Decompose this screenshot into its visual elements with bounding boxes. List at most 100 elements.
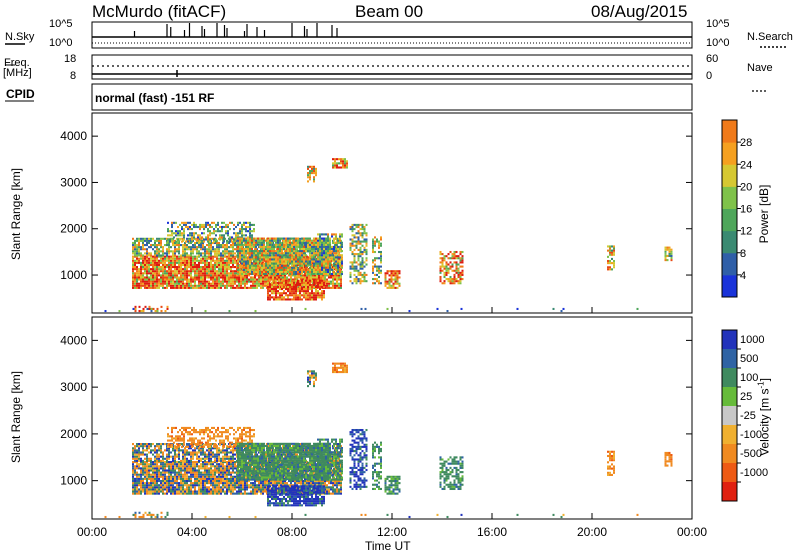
power-cell: [253, 272, 255, 276]
power-cell: [607, 255, 609, 258]
power-cell: [303, 292, 305, 295]
power-cell: [265, 272, 267, 276]
power-cell: [210, 278, 212, 281]
power-cell: [167, 230, 169, 233]
power-cell: [365, 242, 368, 245]
power-cell: [305, 266, 307, 269]
power-cell: [353, 255, 356, 258]
y-tick-label: 1000: [60, 268, 87, 282]
velocity-cell: [174, 471, 176, 474]
power-cell: [355, 269, 358, 272]
power-cell: [333, 270, 335, 273]
velocity-cell: [152, 469, 154, 472]
power-cell: [293, 243, 295, 246]
power-cell: [357, 253, 360, 256]
power-cell: [299, 272, 301, 276]
power-cell: [202, 270, 204, 273]
velocity-cell: [178, 473, 180, 476]
power-cell: [228, 241, 230, 245]
power-cell: [349, 261, 352, 264]
power-cell: [445, 271, 448, 274]
power-cell: [202, 261, 204, 264]
power-cell: [271, 296, 273, 299]
power-cell: [269, 241, 271, 244]
power-cell: [613, 245, 615, 248]
power-cell: [279, 247, 281, 251]
power-cell: [259, 239, 261, 242]
power-cell: [394, 272, 397, 275]
power-cell: [388, 282, 391, 285]
power-cell: [325, 243, 327, 246]
power-cell: [355, 261, 358, 264]
velocity-cell: [220, 490, 222, 493]
velocity-cell: [220, 486, 222, 489]
power-cell: [196, 259, 198, 262]
power-cell: [303, 250, 305, 253]
power-cell: [200, 261, 202, 264]
power-cell: [257, 237, 259, 240]
power-cell: [158, 261, 160, 264]
power-cell: [193, 221, 195, 224]
power-cell: [224, 248, 226, 251]
power-cell: [190, 282, 192, 285]
velocity-cell: [198, 469, 200, 472]
power-cell: [339, 239, 341, 242]
velocity-cell: [140, 488, 142, 491]
power-cell: [281, 283, 283, 286]
velocity-cell: [184, 473, 186, 476]
power-cell: [459, 278, 462, 281]
power-cell: [271, 288, 273, 291]
power-cell: [228, 246, 230, 249]
power-cell: [184, 284, 186, 287]
power-cell: [172, 254, 174, 257]
velocity-cell: [204, 482, 206, 485]
velocity-cell: [142, 486, 144, 489]
power-cell: [351, 240, 354, 243]
velocity-cell: [170, 490, 172, 493]
power-cell: [154, 246, 156, 249]
power-cell: [269, 272, 271, 276]
power-cell: [226, 278, 228, 281]
power-cell: [198, 268, 200, 271]
velocity-cell: [184, 479, 186, 483]
power-cell: [461, 257, 464, 260]
power-cell: [202, 284, 204, 287]
power-cell: [289, 292, 291, 295]
power-cell: [333, 264, 335, 267]
power-cell: [253, 264, 255, 267]
velocity-cell: [216, 463, 218, 466]
power-cell: [234, 286, 236, 289]
power-cell: [271, 239, 273, 242]
power-cell: [190, 266, 192, 269]
power-cell: [327, 264, 329, 267]
power-cell: [301, 270, 303, 273]
power-cell: [297, 256, 299, 259]
power-cell: [319, 264, 321, 267]
power-cell: [315, 288, 317, 291]
power-cell: [301, 266, 303, 269]
velocity-cell: [188, 469, 190, 472]
power-cell: [167, 234, 169, 237]
power-cell: [218, 257, 220, 260]
power-cell: [194, 268, 196, 271]
power-cell: [172, 274, 174, 277]
power-cell: [293, 258, 295, 261]
power-cell: [200, 282, 202, 285]
power-cell: [144, 282, 146, 285]
power-cell: [227, 240, 229, 243]
power-cell: [459, 259, 462, 262]
power-cell: [148, 263, 150, 267]
power-cell: [277, 250, 279, 253]
power-cell: [289, 237, 291, 240]
velocity-cell: [208, 461, 210, 464]
velocity-cell: [220, 482, 222, 485]
power-cell: [198, 278, 200, 281]
power-cell: [455, 257, 458, 260]
power-cell: [178, 280, 180, 283]
power-cell: [162, 237, 164, 240]
velocity-cell: [174, 488, 176, 491]
power-cell: [230, 261, 232, 264]
velocity-cell: [204, 463, 206, 466]
power-cell: [204, 309, 207, 313]
